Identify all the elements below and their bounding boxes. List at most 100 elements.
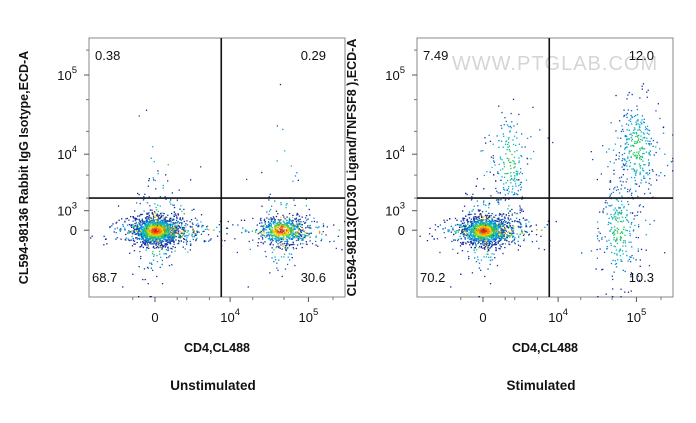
- data-point-pop4: [631, 93, 633, 96]
- data-point-pop1: [155, 215, 157, 218]
- data-point-pop2: [615, 249, 617, 251]
- data-point-pop2: [616, 242, 619, 245]
- data-point-pop2: [270, 217, 272, 219]
- x-tick-base: 10: [220, 310, 234, 325]
- data-point-pop1: [496, 232, 498, 235]
- data-point-pop4: [644, 126, 647, 128]
- data-point-pop1: [171, 251, 173, 253]
- data-point-pop1: [172, 222, 174, 224]
- data-point-pop1: [476, 233, 478, 235]
- data-point-pop2: [273, 227, 275, 229]
- data-point-pop1: [433, 238, 435, 240]
- data-point-pop1: [167, 247, 169, 249]
- data-point-pop2: [304, 222, 306, 224]
- data-point-pop3: [520, 189, 522, 191]
- data-point-pop3: [515, 170, 517, 172]
- data-point-pop1: [157, 216, 160, 218]
- data-point-pop1: [476, 200, 478, 202]
- data-point-pop4: [639, 173, 641, 176]
- data-point-pop1: [486, 220, 488, 222]
- data-point-pop1: [484, 241, 486, 243]
- data-point-pop1: [457, 238, 460, 240]
- data-point-pop1: [168, 232, 171, 234]
- data-point-pop1: [151, 235, 153, 237]
- data-point-pop1: [155, 188, 157, 190]
- data-point-pop1: [117, 205, 120, 207]
- data-point-pop1: [488, 256, 490, 258]
- data-point-pop1: [472, 239, 474, 241]
- data-point-pop1: [473, 225, 475, 228]
- data-point-pop2: [305, 221, 307, 223]
- data-point-pop4: [627, 156, 629, 158]
- data-point-pop2: [266, 211, 268, 213]
- data-point-pop2: [612, 259, 614, 262]
- data-point-pop2: [273, 238, 275, 240]
- data-point-pop1: [139, 237, 141, 240]
- data-point-pop1: [482, 242, 484, 244]
- data-point-pop1: [487, 218, 489, 220]
- data-point-pop1: [167, 237, 169, 239]
- data-point-pop2: [615, 262, 618, 265]
- data-point-pop2: [273, 233, 275, 235]
- data-point-pop1: [203, 241, 205, 243]
- data-point-pop1: [480, 227, 482, 230]
- data-point-pop2: [581, 252, 583, 254]
- data-point-pop1: [529, 226, 531, 228]
- data-point-pop2: [301, 224, 303, 226]
- data-point-pop2: [616, 217, 619, 219]
- data-point-pop2: [602, 268, 604, 270]
- data-point-pop1: [469, 234, 471, 236]
- data-point-pop3: [519, 183, 521, 186]
- data-point-pop2: [283, 245, 285, 247]
- data-point-pop1: [494, 243, 497, 246]
- data-point-pop2: [277, 222, 279, 224]
- data-point-pop1: [491, 221, 493, 223]
- data-point-pop1: [167, 234, 169, 236]
- data-point-pop2: [315, 226, 317, 228]
- data-point-pop4: [276, 160, 278, 162]
- data-point-pop1: [157, 215, 159, 217]
- data-point-pop2: [625, 250, 627, 252]
- data-point-pop1: [511, 229, 513, 231]
- data-point-pop1: [129, 231, 131, 233]
- data-point-pop1: [125, 237, 127, 239]
- data-point-pop1: [170, 226, 172, 229]
- data-point-pop3: [512, 160, 514, 162]
- data-point-pop2: [288, 229, 290, 231]
- data-point-pop2: [275, 226, 277, 229]
- data-point-pop1: [471, 196, 473, 198]
- data-point-pop2: [264, 223, 266, 225]
- data-point-pop1: [169, 233, 172, 235]
- data-point-pop1: [167, 220, 169, 222]
- data-point-pop2: [627, 203, 630, 206]
- data-point-pop1: [495, 231, 497, 233]
- data-point-pop1: [145, 244, 147, 246]
- data-point-pop1: [459, 235, 461, 238]
- data-point-pop1: [167, 237, 169, 240]
- data-point-pop4: [279, 83, 282, 86]
- data-point-pop2: [610, 228, 612, 231]
- data-point-pop2: [271, 234, 273, 236]
- data-point-pop2: [288, 243, 290, 245]
- data-point-pop1: [503, 224, 505, 226]
- data-point-pop2: [244, 230, 247, 233]
- data-point-pop2: [606, 240, 608, 242]
- data-point-pop1: [149, 224, 151, 226]
- data-point-pop1: [149, 262, 151, 264]
- data-point-pop1: [186, 243, 188, 245]
- data-point-pop2: [304, 234, 306, 236]
- data-point-pop3: [512, 98, 515, 100]
- data-point-pop1: [478, 267, 480, 269]
- data-point-pop1: [145, 239, 147, 242]
- data-point-pop1: [167, 180, 169, 182]
- data-point-pop1: [483, 236, 485, 238]
- data-point-pop3: [503, 135, 505, 137]
- data-point-pop1: [494, 230, 497, 232]
- data-point-pop1: [181, 210, 183, 212]
- data-point-pop1: [135, 217, 138, 220]
- data-point-pop1: [497, 223, 500, 225]
- data-point-pop3: [512, 143, 515, 146]
- data-point-pop1: [501, 243, 503, 245]
- data-point-pop2: [278, 238, 280, 240]
- data-point-pop1: [179, 234, 181, 236]
